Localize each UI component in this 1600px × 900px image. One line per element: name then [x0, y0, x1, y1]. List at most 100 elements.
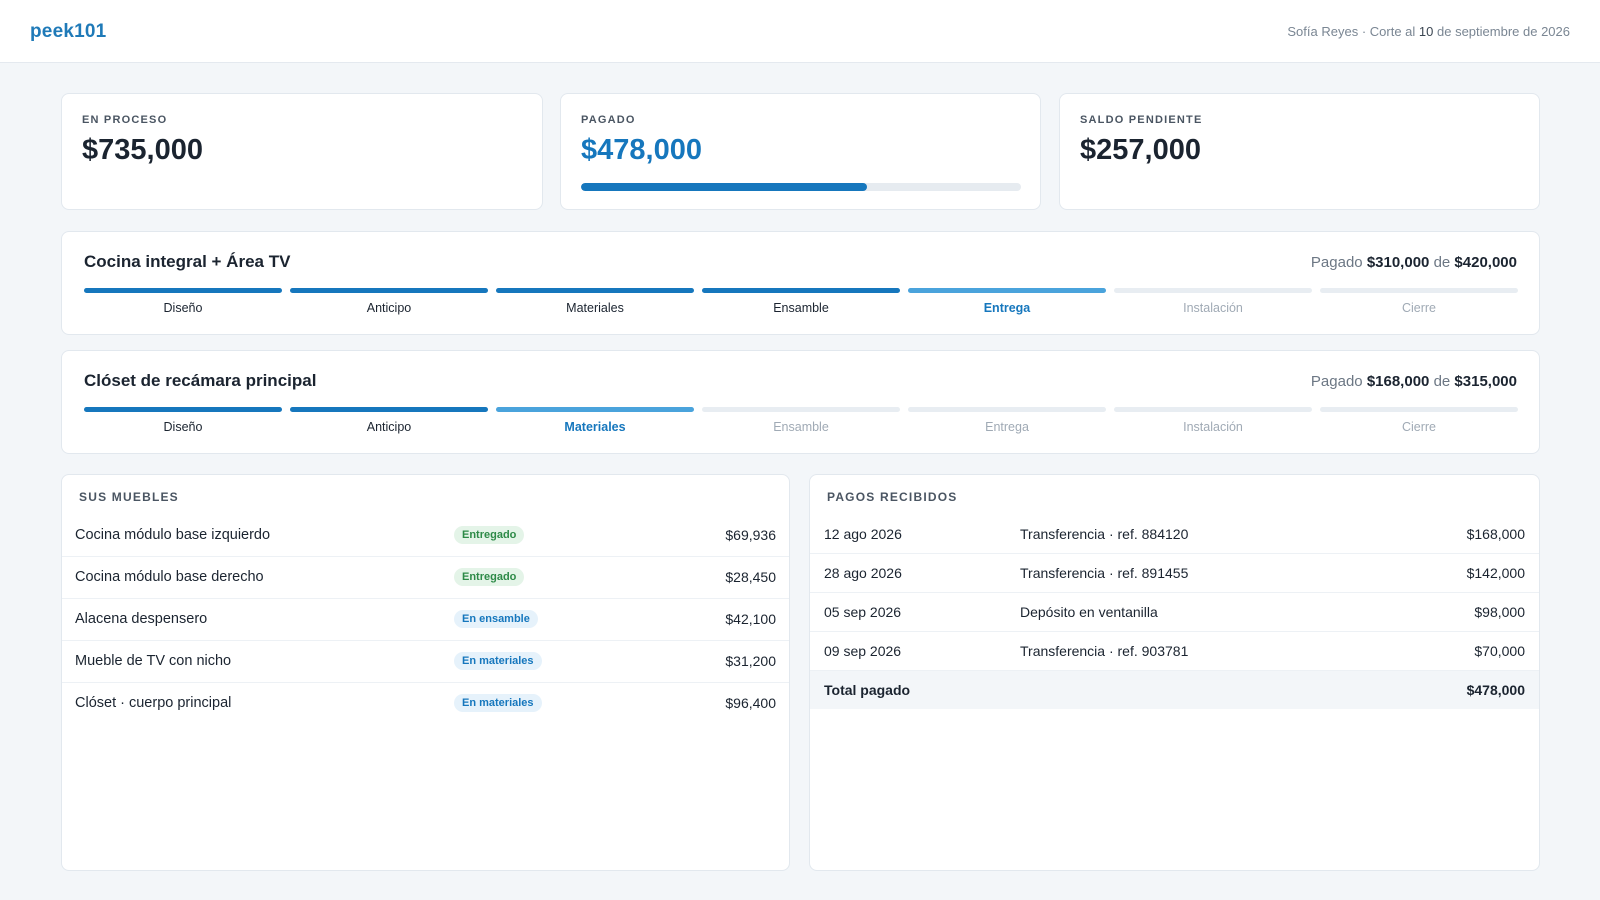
payments-panel: PAGOS RECIBIDOS 12 ago 2026 Transferencia… — [809, 474, 1540, 871]
step-label: Cierre — [1401, 301, 1437, 315]
step-label: Materiales — [564, 420, 626, 434]
client-cutoff-info: Sofía Reyes · Corte al 10 de septiembre … — [1287, 24, 1570, 39]
stat-value: $257,000 — [1080, 134, 1201, 166]
step-pending: Cierre — [1320, 407, 1518, 434]
step-done: Diseño — [84, 407, 282, 434]
total-label: Total pagado — [824, 682, 911, 698]
paid-amount: $310,000 — [1366, 254, 1430, 271]
payment-date: 05 sep 2026 — [824, 604, 902, 620]
furniture-row[interactable]: Mueble de TV con nicho En materiales $31,2… — [62, 641, 789, 683]
step-done: Diseño — [84, 288, 282, 315]
step-pending: Entrega — [908, 407, 1106, 434]
furniture-name: Cocina módulo base izquierdo — [75, 527, 271, 543]
stat-value: $478,000 — [581, 134, 702, 166]
stat-card-pending: SALDO PENDIENTE $257,000 — [1059, 93, 1540, 210]
top-bar: peek101 Sofía Reyes · Corte al 10 de sep… — [0, 0, 1600, 63]
project-title: Cocina integral + Área TV — [84, 252, 291, 271]
payment-description: Transferencia · ref. 884120 — [1020, 526, 1189, 542]
step-done: Anticipo — [290, 407, 488, 434]
project-card-kitchen[interactable]: Cocina integral + Área TV Pagado $310,00… — [61, 231, 1540, 335]
payments-list: 12 ago 2026 Transferencia · ref. 884120 $1… — [810, 515, 1539, 709]
paid-progress-bar — [581, 183, 1021, 191]
furniture-panel: SUS MUEBLES Cocina módulo base izquierdo… — [61, 474, 790, 871]
furniture-row[interactable]: Alacena despensero En ensamble $42,100 — [62, 599, 789, 641]
step-label: Instalación — [1183, 420, 1243, 434]
step-bar — [84, 407, 282, 412]
step-bar — [1320, 288, 1518, 293]
step-bar — [1320, 407, 1518, 412]
payment-row[interactable]: 05 sep 2026 Depósito en ventanilla $98,000 — [810, 593, 1539, 632]
stat-label: PAGADO — [581, 114, 636, 126]
furniture-row[interactable]: Clóset · cuerpo principal En materiales $9… — [62, 683, 789, 725]
status-badge: Entregado — [454, 526, 525, 544]
step-label: Instalación — [1183, 301, 1243, 315]
furniture-amount: $69,936 — [725, 527, 776, 543]
furniture-amount: $96,400 — [725, 695, 776, 711]
total-amount: $478,000 — [1466, 682, 1525, 698]
step-done: Materiales — [496, 288, 694, 315]
status-badge: En ensamble — [454, 610, 538, 628]
payments-total-row: Total pagado $478,000 — [810, 671, 1539, 709]
step-label: Entrega — [983, 301, 1031, 315]
step-done: Ensamble — [702, 288, 900, 315]
paid-progress-fill — [581, 183, 867, 191]
furniture-name: Alacena despensero — [75, 611, 208, 627]
paid-prefix: Pagado — [1310, 373, 1363, 390]
furniture-row[interactable]: Cocina módulo base izquierdo Entregado $69… — [62, 515, 789, 557]
payment-amount: $142,000 — [1466, 565, 1525, 581]
stat-card-paid: PAGADO $478,000 — [560, 93, 1041, 210]
payment-row[interactable]: 12 ago 2026 Transferencia · ref. 884120 $1… — [810, 515, 1539, 554]
furniture-row[interactable]: Cocina módulo base derecho Entregado $28,4… — [62, 557, 789, 599]
step-label: Anticipo — [366, 301, 412, 315]
project-paid-summary: Pagado $168,000 de $315,000 — [1311, 373, 1517, 390]
paid-of: de — [1433, 254, 1451, 271]
step-bar — [496, 288, 694, 293]
step-pending: Cierre — [1320, 288, 1518, 315]
step-pending: Instalación — [1114, 288, 1312, 315]
step-done: Anticipo — [290, 288, 488, 315]
step-label: Cierre — [1401, 420, 1437, 434]
furniture-amount: $42,100 — [725, 611, 776, 627]
payment-row[interactable]: 28 ago 2026 Transferencia · ref. 891455 $1… — [810, 554, 1539, 593]
logo[interactable]: peek101 — [30, 21, 107, 42]
step-label: Entrega — [985, 420, 1029, 434]
step-bar — [1114, 288, 1312, 293]
paid-amount: $168,000 — [1366, 373, 1430, 390]
payment-date: 12 ago 2026 — [824, 526, 902, 542]
step-bar — [290, 407, 488, 412]
cutoff-prefix: Corte al — [1369, 24, 1419, 39]
step-bar — [908, 407, 1106, 412]
status-badge: Entregado — [454, 568, 525, 586]
furniture-amount: $28,450 — [725, 569, 776, 585]
step-label: Ensamble — [773, 301, 829, 315]
status-badge: En materiales — [454, 694, 542, 712]
project-steps: Diseño Anticipo Materiales Ensamble Entrega I… — [84, 288, 1520, 318]
furniture-amount: $31,200 — [725, 653, 776, 669]
payment-amount: $70,000 — [1474, 643, 1525, 659]
stat-value: $735,000 — [82, 134, 203, 166]
step-bar — [702, 407, 900, 412]
step-label: Materiales — [566, 301, 624, 315]
project-paid-summary: Pagado $310,000 de $420,000 — [1311, 254, 1517, 271]
project-card-closet[interactable]: Clóset de recámara principal Pagado $168… — [61, 350, 1540, 454]
step-bar — [290, 288, 488, 293]
step-label: Ensamble — [773, 420, 829, 434]
total-amount: $315,000 — [1454, 373, 1517, 390]
stat-label: EN PROCESO — [82, 114, 168, 126]
client-name: Sofía Reyes — [1287, 24, 1359, 39]
status-badge: En materiales — [454, 652, 542, 670]
step-bar — [908, 288, 1106, 293]
payment-amount: $168,000 — [1466, 526, 1525, 542]
furniture-name: Mueble de TV con nicho — [75, 653, 232, 669]
stat-label: SALDO PENDIENTE — [1080, 114, 1203, 126]
step-pending: Ensamble — [702, 407, 900, 434]
furniture-name: Cocina módulo base derecho — [75, 569, 264, 585]
step-label: Diseño — [163, 301, 203, 315]
total-amount: $420,000 — [1454, 254, 1517, 271]
paid-prefix: Pagado — [1310, 254, 1363, 271]
payment-amount: $98,000 — [1474, 604, 1525, 620]
step-label: Anticipo — [366, 420, 412, 434]
step-label: Diseño — [163, 420, 203, 434]
step-bar — [496, 407, 694, 412]
payment-row[interactable]: 09 sep 2026 Transferencia · ref. 903781 $7… — [810, 632, 1539, 671]
